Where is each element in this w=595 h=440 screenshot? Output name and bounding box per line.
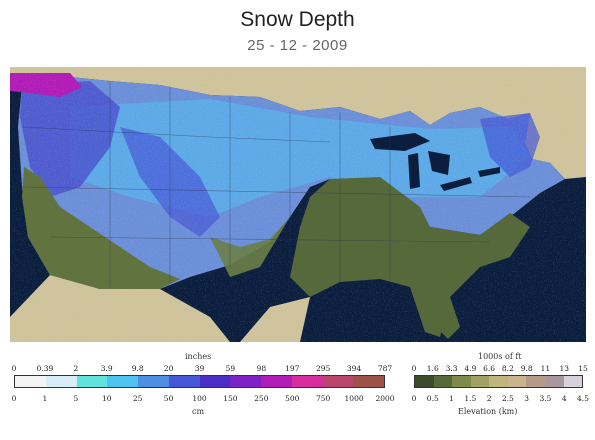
km-tick-label: 0.5 [426,394,439,403]
cm-tick-label: 500 [285,394,300,403]
cm-tick-label: 1 [42,394,48,403]
ft-tick-label: 0 [411,364,417,373]
inch-tick-label: 20 [163,364,174,373]
km-tick-label: 1 [449,394,454,403]
snow-depth-swatch [107,376,138,387]
snow-depth-color-bar [14,375,385,388]
snow-depth-swatch [15,376,46,387]
inch-tick-label: 39 [194,364,205,373]
elevation-swatch [415,376,434,387]
elevation-swatch [544,376,564,387]
snow-texture [10,67,586,342]
lake-ontario [478,167,500,177]
ft-tick-label: 11 [540,364,551,373]
ft-tick-label: 6.6 [483,364,496,373]
snow-depth-swatch [199,376,231,387]
cm-tick-label: 5 [73,394,79,403]
inch-tick-label: 98 [256,364,267,373]
km-tick-label: 2.5 [501,394,514,403]
florida [425,297,460,339]
km-tick-label: 3 [524,394,530,403]
snow-depth-swatch [76,376,108,387]
lake-huron [428,151,450,175]
snow-depth-swatch [291,376,323,387]
elevation-legend-bottom-unit: Elevation (km) [458,407,518,416]
km-tick-label: 4.5 [577,394,589,403]
inch-tick-label: 9.8 [131,364,144,373]
ft-tick-label: 9.8 [520,364,533,373]
inch-tick-label: 394 [346,364,362,373]
lake-superior [370,133,430,151]
inch-tick-label: 295 [315,364,331,373]
snow-depth-swatch [168,376,200,387]
km-tick-label: 4 [561,394,567,403]
km-tick-label: 2 [486,394,492,403]
map-date: 25 - 12 - 2009 [247,37,348,54]
elevation-legend-top-unit: 1000s of ft [478,352,522,361]
cm-tick-label: 10 [101,394,112,403]
snow-depth-swatch [261,376,292,387]
cm-tick-label: 100 [192,394,207,403]
snow-depth-swatch [45,376,77,387]
map-title: Snow Depth [240,8,355,31]
lake-michigan [408,153,420,189]
cm-tick-label: 2000 [375,394,395,403]
state-borders [21,81,531,287]
km-tick-label: 3.5 [539,394,552,403]
cm-tick-label: 50 [163,394,174,403]
inch-tick-label: 0.39 [36,364,54,373]
cm-tick-label: 25 [132,394,143,403]
inch-tick-label: 59 [225,364,236,373]
cm-tick-label: 150 [223,394,238,403]
cm-tick-label: 250 [254,394,269,403]
elevation-swatch [526,376,545,387]
cm-tick-label: 1000 [344,394,364,403]
inch-tick-label: 197 [285,364,300,373]
snow-depth-swatch [230,376,261,387]
snow-legend-bottom-unit: cm [192,407,205,416]
elevation-swatch [433,376,453,387]
elevation-color-bar [414,375,583,388]
elevation-swatch [470,376,490,387]
snow-depth-swatch [322,376,354,387]
km-tick-label: 0 [411,394,417,403]
inch-tick-label: 2 [73,364,79,373]
snow-legend-top-unit: inches [185,352,212,361]
ft-tick-label: 8.2 [501,364,514,373]
snow-depth-map [10,67,586,342]
elevation-swatch [452,376,471,387]
elevation-swatch [563,376,583,387]
snow-depth-swatch [138,376,169,387]
snow-free-southeast [290,177,530,337]
cm-tick-label: 0 [11,394,17,403]
inch-tick-label: 3.9 [100,364,113,373]
ft-tick-label: 13 [559,364,569,373]
ft-tick-label: 4.9 [464,364,477,373]
km-tick-label: 1.5 [464,394,477,403]
elevation-swatch [507,376,527,387]
ft-tick-label: 15 [578,364,588,373]
snow-free-west [22,167,180,289]
lake-erie [440,177,472,191]
snow-depth-swatch [353,376,384,387]
ft-tick-label: 1.6 [426,364,439,373]
elevation-swatch [489,376,508,387]
inch-tick-label: 787 [377,364,393,373]
inch-tick-label: 0 [11,364,17,373]
cm-tick-label: 750 [315,394,331,403]
ft-tick-label: 3.3 [445,364,458,373]
